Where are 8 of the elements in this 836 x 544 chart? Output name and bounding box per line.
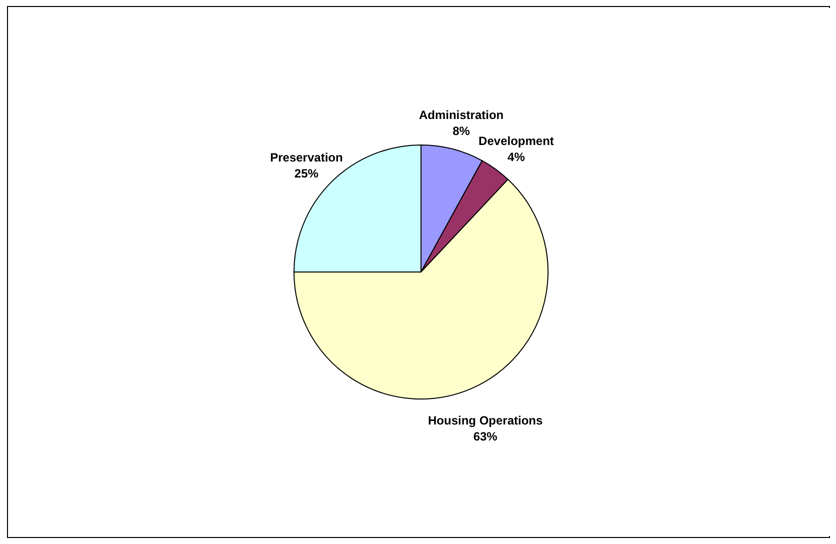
data-label: 8% — [452, 124, 470, 138]
data-label: 25% — [294, 166, 319, 180]
slice-label: Housing Operations — [428, 414, 543, 428]
slice-label: Preservation — [270, 150, 343, 164]
data-label: 4% — [508, 150, 526, 164]
data-label: 63% — [473, 430, 498, 444]
slice-label: Development — [478, 134, 554, 148]
slice-label: Administration — [418, 108, 504, 122]
